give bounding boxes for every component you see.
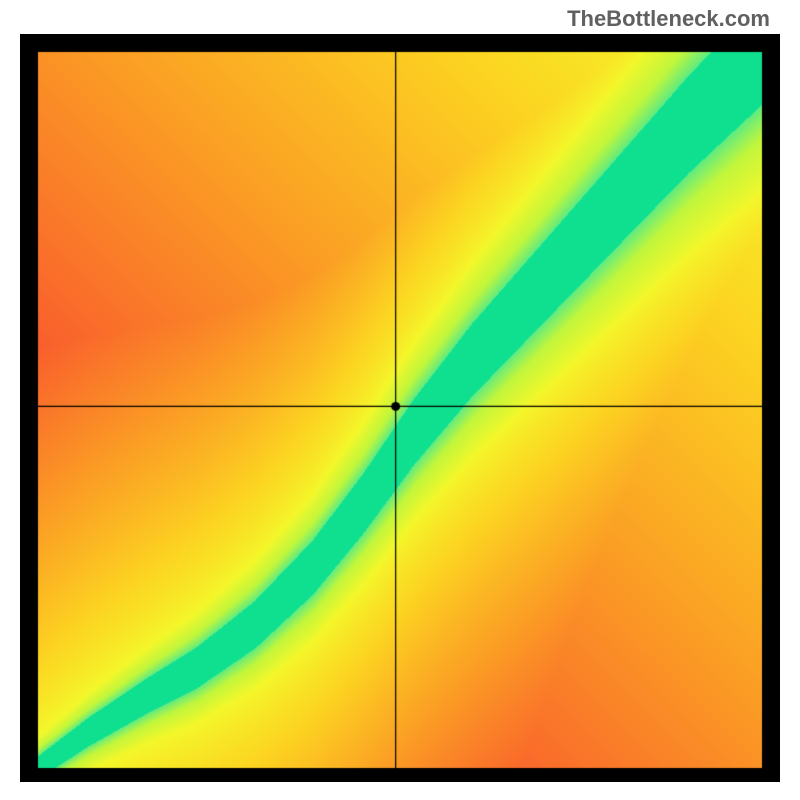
bottleneck-heatmap bbox=[20, 34, 780, 782]
chart-container: TheBottleneck.com bbox=[0, 0, 800, 800]
chart-frame bbox=[20, 34, 780, 782]
watermark-text: TheBottleneck.com bbox=[567, 6, 770, 32]
